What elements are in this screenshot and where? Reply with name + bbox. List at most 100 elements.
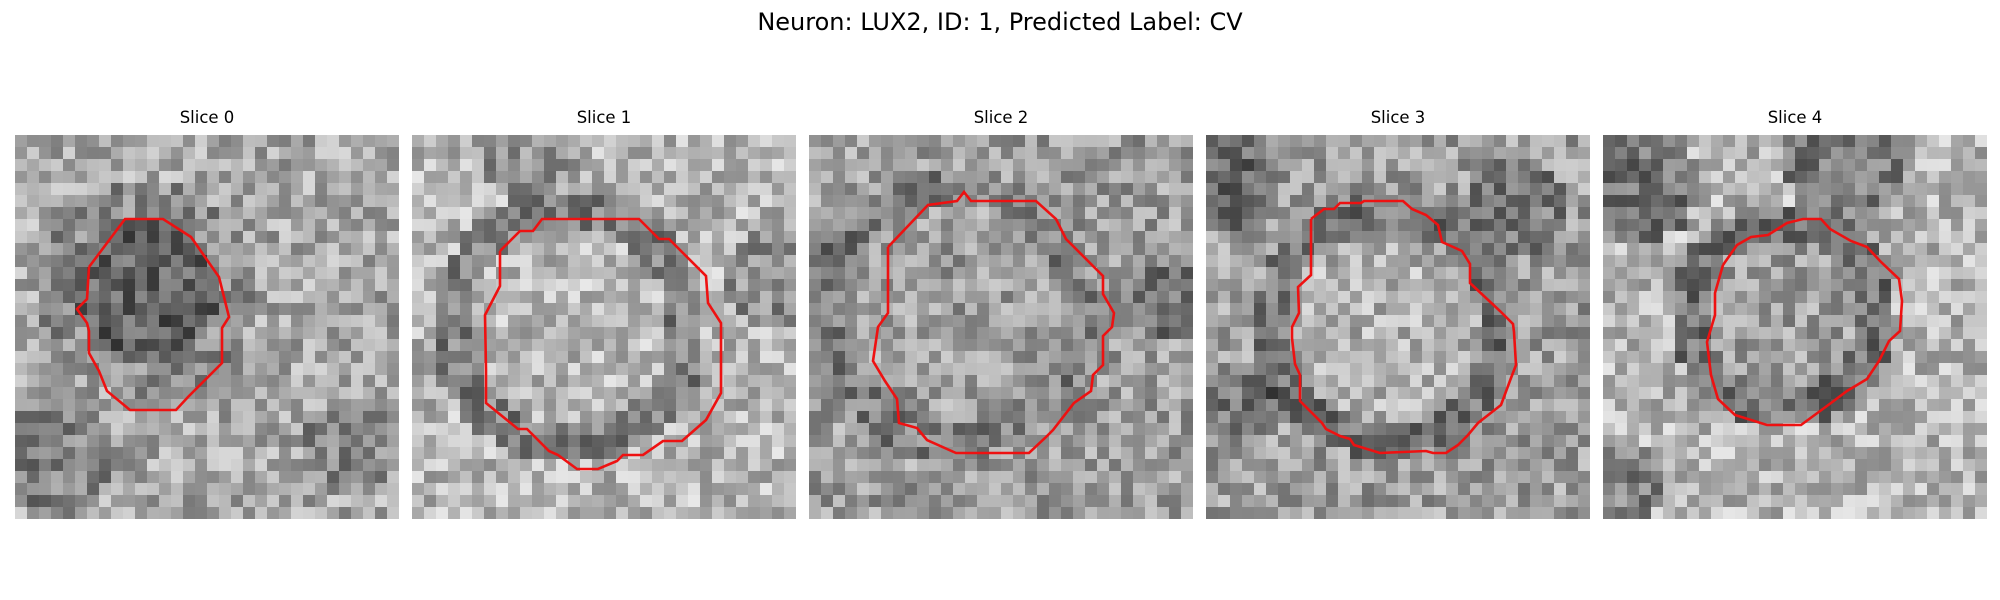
pixel bbox=[1915, 195, 1928, 208]
pixel bbox=[1254, 447, 1267, 460]
pixel bbox=[1747, 423, 1760, 436]
pixel bbox=[1663, 207, 1676, 220]
pixel bbox=[1061, 243, 1074, 256]
pixel bbox=[893, 171, 906, 184]
pixel bbox=[424, 243, 437, 256]
pixel bbox=[363, 339, 376, 352]
pixel bbox=[1266, 399, 1279, 412]
pixel bbox=[965, 159, 978, 172]
pixel bbox=[460, 459, 473, 472]
pixel bbox=[27, 495, 40, 508]
pixel bbox=[1603, 195, 1616, 208]
pixel bbox=[87, 483, 100, 496]
pixel bbox=[1771, 267, 1784, 280]
pixel bbox=[375, 171, 388, 184]
pixel bbox=[1434, 387, 1447, 400]
pixel bbox=[460, 327, 473, 340]
pixel bbox=[1254, 243, 1267, 256]
pixel bbox=[1422, 375, 1435, 388]
pixel bbox=[652, 363, 665, 376]
pixel bbox=[351, 339, 364, 352]
pixel bbox=[688, 135, 701, 148]
pixel bbox=[207, 231, 220, 244]
pixel bbox=[712, 231, 725, 244]
pixel bbox=[1290, 135, 1303, 148]
pixel bbox=[1795, 435, 1808, 448]
pixel bbox=[1867, 375, 1880, 388]
pixel bbox=[1230, 243, 1243, 256]
pixel bbox=[1699, 375, 1712, 388]
pixel bbox=[1975, 291, 1987, 304]
pixel bbox=[1735, 363, 1748, 376]
pixel bbox=[147, 423, 160, 436]
pixel bbox=[1711, 363, 1724, 376]
pixel bbox=[1061, 471, 1074, 484]
pixel bbox=[1530, 459, 1543, 472]
pixel bbox=[1169, 231, 1182, 244]
pixel bbox=[905, 231, 918, 244]
pixel bbox=[1542, 327, 1555, 340]
pixel bbox=[27, 219, 40, 232]
pixel bbox=[123, 375, 136, 388]
pixel bbox=[736, 219, 749, 232]
pixel bbox=[724, 291, 737, 304]
pixel bbox=[448, 279, 461, 292]
pixel bbox=[1145, 327, 1158, 340]
pixel bbox=[628, 375, 641, 388]
pixel bbox=[532, 411, 545, 424]
pixel bbox=[1254, 351, 1267, 364]
pixel bbox=[1795, 207, 1808, 220]
pixel bbox=[243, 363, 256, 376]
pixel bbox=[1807, 423, 1820, 436]
pixel bbox=[1578, 495, 1590, 508]
pixel bbox=[1819, 267, 1832, 280]
pixel bbox=[243, 219, 256, 232]
pixel bbox=[821, 495, 834, 508]
pixel bbox=[327, 231, 340, 244]
pixel bbox=[1254, 471, 1267, 484]
pixel bbox=[195, 231, 208, 244]
pixel bbox=[87, 207, 100, 220]
pixel bbox=[1121, 351, 1134, 364]
pixel bbox=[1470, 207, 1483, 220]
pixel bbox=[1554, 459, 1567, 472]
pixel bbox=[941, 375, 954, 388]
pixel bbox=[123, 435, 136, 448]
pixel bbox=[1302, 495, 1315, 508]
pixel bbox=[1266, 147, 1279, 160]
pixel bbox=[1314, 279, 1327, 292]
pixel bbox=[724, 315, 737, 328]
pixel bbox=[724, 279, 737, 292]
pixel bbox=[640, 315, 653, 328]
pixel bbox=[1867, 303, 1880, 316]
pixel bbox=[375, 195, 388, 208]
pixel bbox=[1891, 411, 1904, 424]
pixel bbox=[1615, 459, 1628, 472]
pixel bbox=[893, 399, 906, 412]
pixel bbox=[724, 147, 737, 160]
pixel bbox=[472, 267, 485, 280]
pixel bbox=[1434, 495, 1447, 508]
pixel bbox=[508, 483, 521, 496]
pixel bbox=[387, 267, 399, 280]
pixel bbox=[712, 375, 725, 388]
pixel bbox=[424, 315, 437, 328]
pixel bbox=[712, 267, 725, 280]
pixel bbox=[1963, 375, 1976, 388]
pixel bbox=[1374, 171, 1387, 184]
pixel bbox=[472, 447, 485, 460]
pixel bbox=[905, 207, 918, 220]
pixel bbox=[977, 183, 990, 196]
pixel bbox=[1073, 147, 1086, 160]
pixel bbox=[1819, 351, 1832, 364]
pixel bbox=[15, 399, 28, 412]
pixel bbox=[1807, 195, 1820, 208]
pixel bbox=[845, 207, 858, 220]
pixel bbox=[1145, 195, 1158, 208]
pixel bbox=[1410, 147, 1423, 160]
pixel bbox=[1554, 411, 1567, 424]
pixel bbox=[460, 171, 473, 184]
pixel bbox=[1771, 351, 1784, 364]
pixel bbox=[712, 447, 725, 460]
pixel bbox=[1386, 243, 1399, 256]
